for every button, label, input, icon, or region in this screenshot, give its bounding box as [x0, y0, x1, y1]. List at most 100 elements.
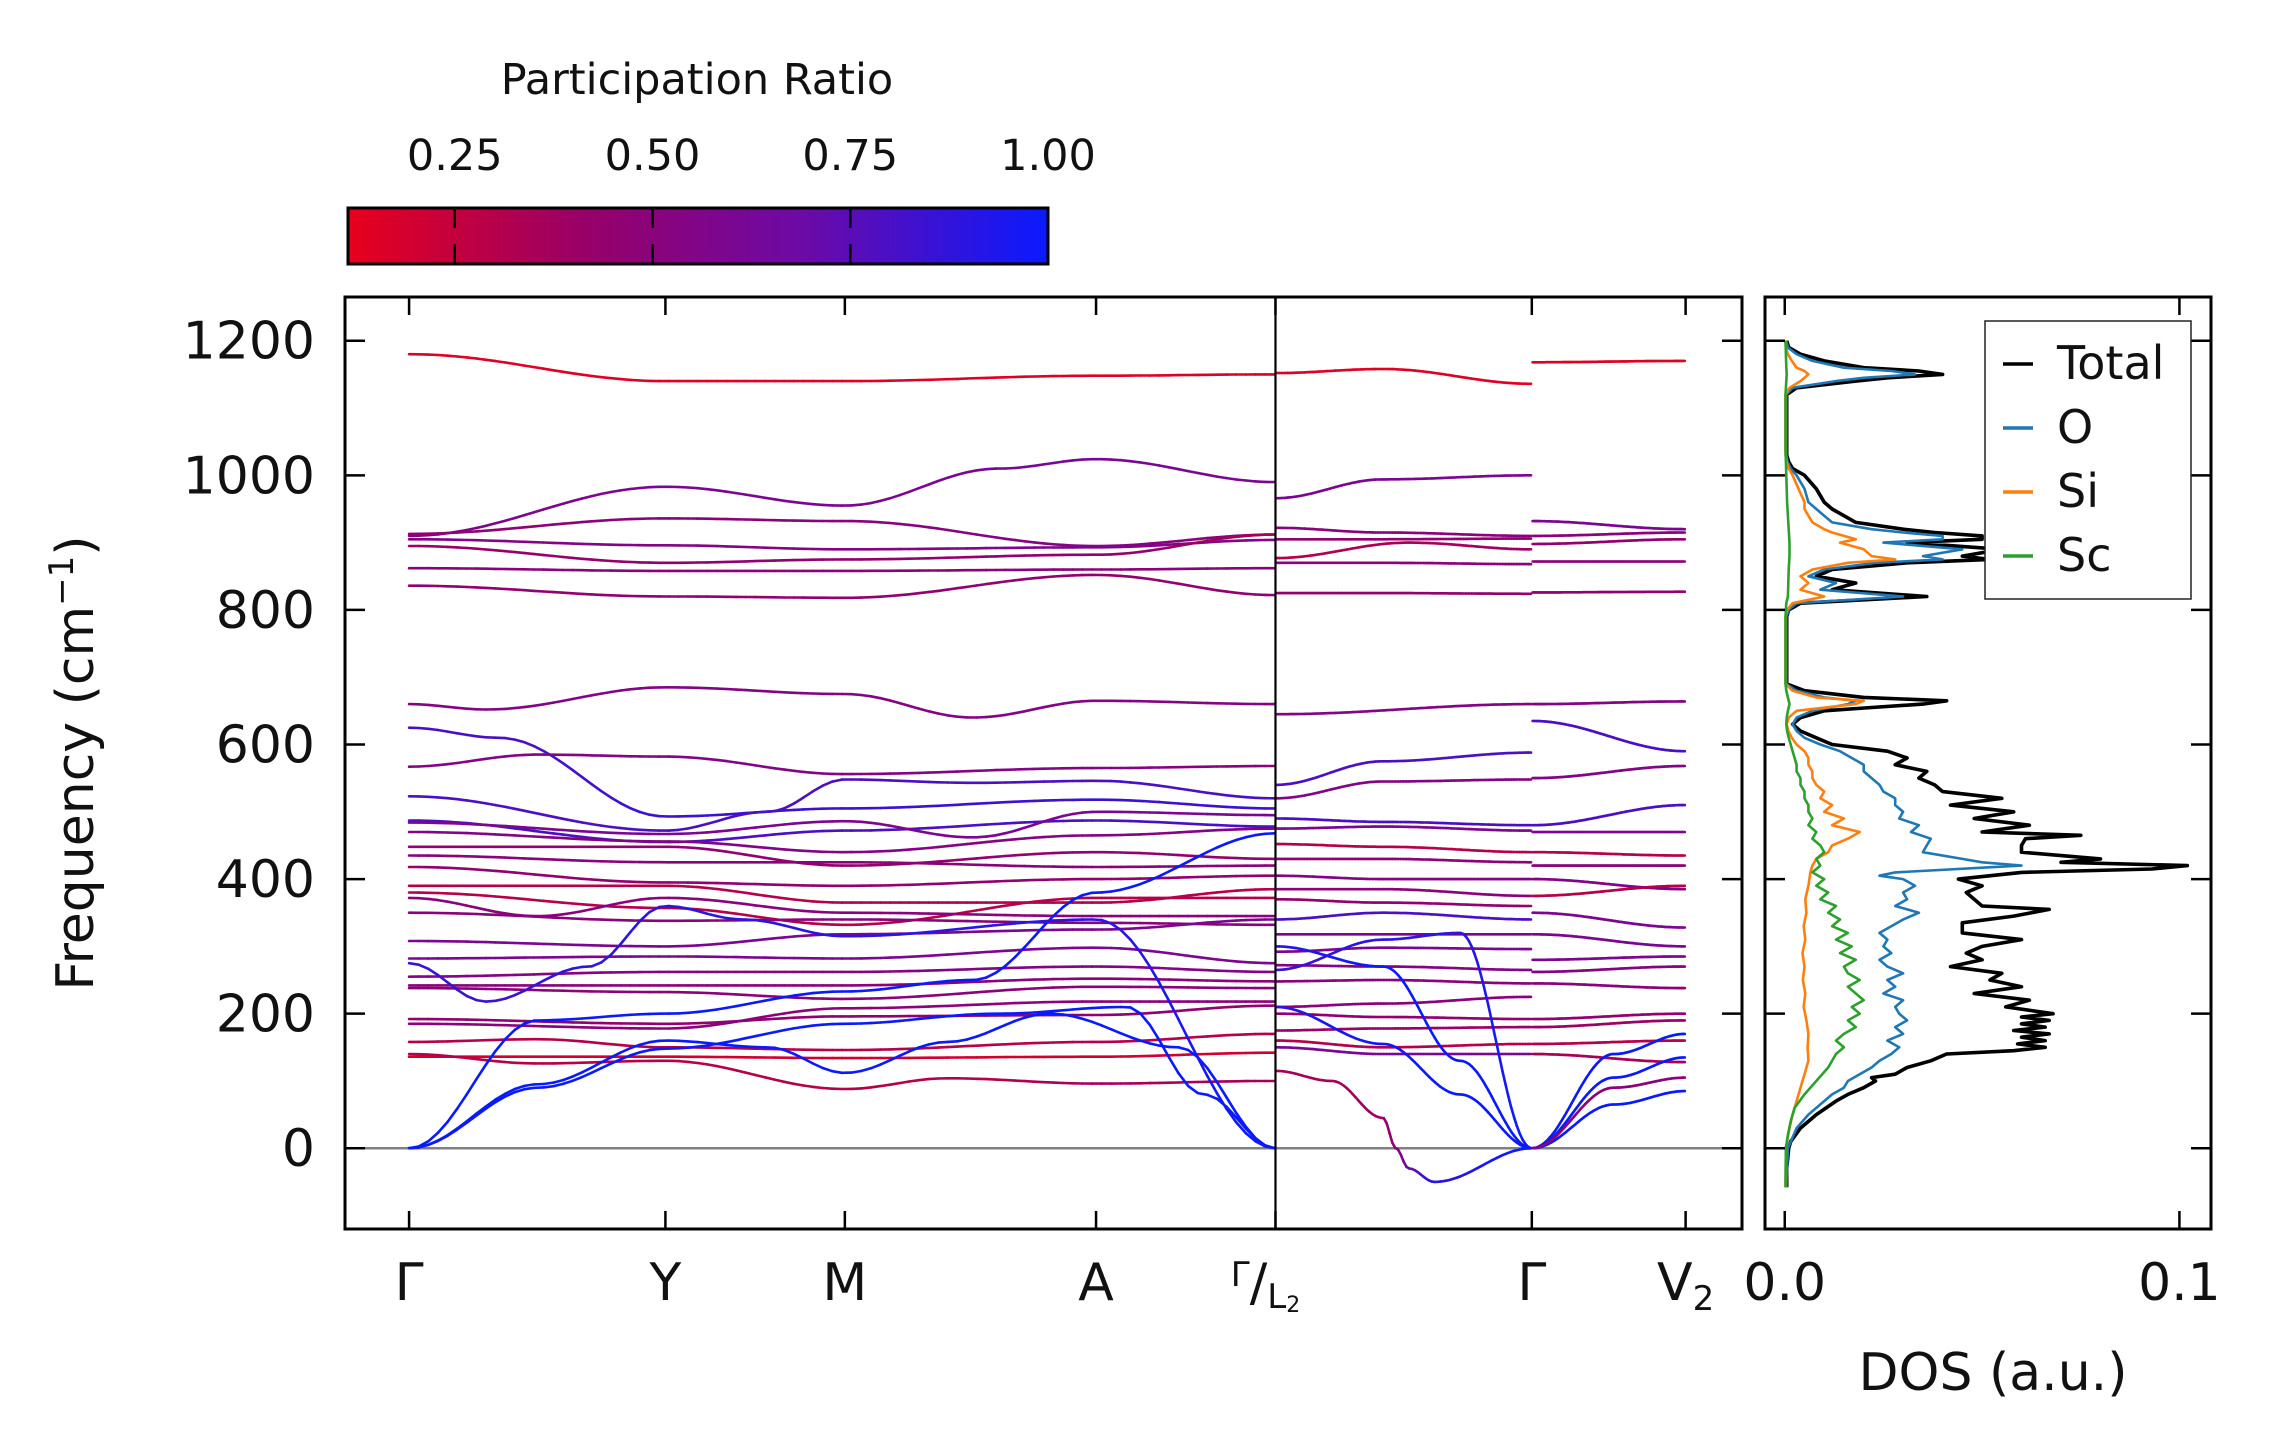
band-segment [994, 904, 1007, 909]
band-segment [494, 359, 507, 364]
band-segment [734, 890, 748, 895]
band-segment [782, 994, 796, 999]
band-segment [503, 913, 517, 918]
band-segment [1167, 831, 1180, 835]
band-segment [1013, 901, 1026, 906]
band-segment [1215, 919, 1228, 924]
band-segment [552, 1082, 565, 1088]
band-segment [955, 842, 969, 847]
band-segment [619, 899, 632, 905]
band-segment [1158, 540, 1171, 545]
band-segment [677, 905, 690, 911]
band-segment [705, 847, 719, 852]
band-segment [1129, 799, 1142, 803]
band-segment [1244, 795, 1257, 800]
band-segment [1225, 1005, 1238, 1009]
band-segment [552, 502, 565, 508]
band-segment [686, 1010, 699, 1015]
band-segment [455, 530, 469, 534]
band-segment [907, 1017, 921, 1022]
band-segment [523, 826, 536, 830]
band-segment [1081, 1017, 1094, 1024]
band-segment [1167, 923, 1180, 928]
band-segment [1119, 947, 1132, 951]
band-segment [686, 1045, 699, 1049]
band-segment [715, 758, 728, 763]
band-segment [475, 1063, 488, 1081]
band-segment [821, 863, 834, 867]
band-segment [446, 761, 459, 766]
band-segment [503, 870, 517, 874]
band-segment [561, 499, 574, 506]
band-segment [1129, 1012, 1142, 1016]
band-segment [927, 845, 940, 850]
band-segment [753, 1073, 767, 1079]
band-segment [628, 486, 642, 491]
band-segment [561, 916, 574, 920]
band-segment [667, 828, 680, 832]
band-segment [869, 1021, 882, 1025]
band-segment [955, 835, 969, 839]
phonon-band [1531, 537, 1687, 546]
band-segment [523, 834, 536, 838]
band-segment [879, 933, 892, 937]
band-segment [696, 756, 709, 761]
band-segment [513, 362, 526, 367]
band-segment [744, 853, 757, 858]
band-segment [792, 769, 805, 774]
band-segment [725, 759, 738, 764]
band-segment [936, 803, 950, 808]
band-segment [1215, 475, 1228, 480]
band-segment [619, 1043, 632, 1048]
band-segment [1225, 1096, 1238, 1115]
band-segment [1196, 829, 1209, 833]
band-segment [1023, 900, 1036, 905]
band-segment [898, 1018, 911, 1023]
band-segment [802, 1084, 815, 1089]
band-segment [465, 893, 478, 897]
phonon-band [407, 1005, 1276, 1150]
band-segment [879, 1059, 892, 1066]
band-segment [1215, 1033, 1228, 1038]
band-segment [907, 1046, 921, 1053]
band-segment [975, 467, 988, 472]
band-segment [1167, 821, 1180, 825]
band-segment [1023, 836, 1036, 840]
band-segment [744, 844, 757, 849]
band-segment [1186, 954, 1200, 959]
band-segment [503, 895, 517, 900]
band-segment [465, 530, 478, 534]
phonon-band [407, 1000, 1276, 1030]
band-segment [1206, 804, 1219, 808]
band-segment [407, 961, 421, 967]
band-segment [802, 1008, 815, 1013]
band-segment [513, 827, 526, 831]
band-segment [1033, 919, 1046, 924]
band-segment [446, 545, 459, 549]
band-segment [1013, 945, 1026, 959]
band-segment [455, 988, 469, 998]
band-segment [1004, 1042, 1017, 1046]
band-segment [552, 368, 565, 374]
band-segment [1129, 575, 1142, 580]
band-segment [532, 744, 546, 753]
band-segment [984, 1043, 998, 1047]
band-segment [965, 823, 978, 828]
band-segment [590, 1015, 603, 1020]
band-segment [975, 840, 988, 845]
band-segment [725, 850, 738, 855]
band-segment [927, 709, 940, 715]
band-segment [773, 497, 786, 503]
band-segment [1177, 967, 1190, 971]
band-segment [898, 522, 911, 527]
band-segment [542, 1084, 555, 1089]
band-segment [898, 490, 911, 497]
band-segment [686, 944, 699, 948]
band-segment [455, 546, 469, 550]
band-segment [725, 687, 738, 691]
band-segment [523, 551, 536, 556]
band-segment [1196, 536, 1209, 541]
band-segment [773, 995, 786, 1001]
band-segment [590, 905, 603, 911]
band-segment [1244, 1131, 1257, 1143]
